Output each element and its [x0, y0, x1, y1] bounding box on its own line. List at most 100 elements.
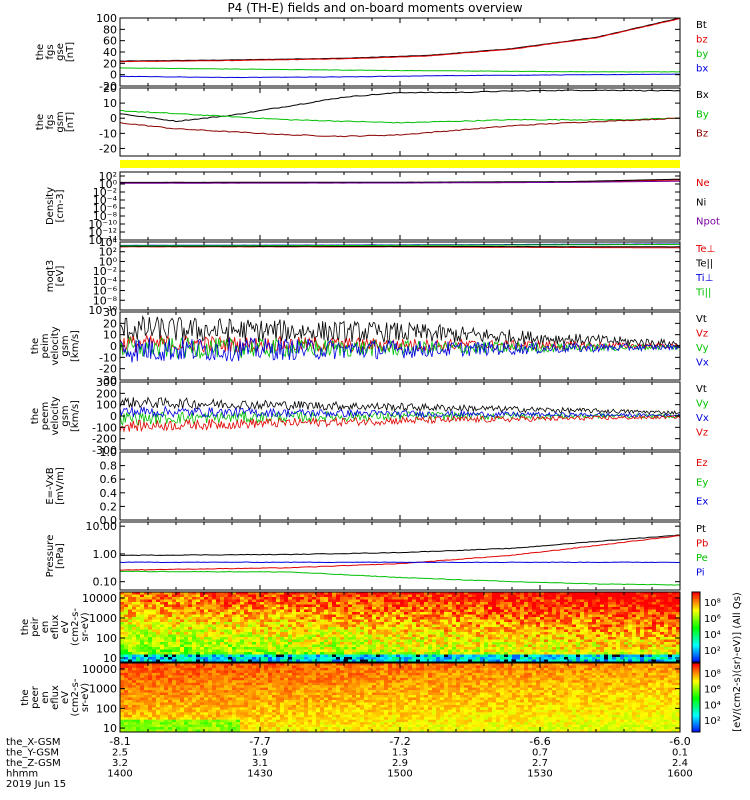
heatmap-cell — [120, 695, 125, 698]
heatmap-cell — [376, 659, 381, 663]
heatmap-cell — [624, 609, 629, 613]
heatmap-cell — [392, 629, 397, 633]
heatmap-cell — [132, 592, 137, 595]
heatmap-cell — [208, 609, 213, 613]
heatmap-cell — [376, 624, 381, 628]
heatmap-cell — [124, 607, 129, 610]
heatmap-cell — [392, 609, 397, 613]
heatmap-cell — [308, 642, 313, 645]
heatmap-cell — [300, 614, 305, 618]
heatmap-cell — [172, 609, 177, 613]
heatmap-cell — [384, 634, 389, 638]
heatmap-cell — [120, 607, 125, 610]
heatmap-cell — [672, 602, 677, 605]
heatmap-cell — [536, 619, 541, 623]
heatmap-cell — [664, 624, 669, 628]
heatmap-cell — [184, 642, 189, 645]
heatmap-cell — [468, 612, 473, 615]
heatmap-cell — [192, 647, 197, 650]
heatmap-cell — [400, 659, 405, 663]
heatmap-cell — [488, 604, 493, 608]
heatmap-cell — [556, 632, 561, 635]
heatmap-cell — [172, 682, 177, 686]
heatmap-cell — [652, 654, 657, 658]
heatmap-cell — [408, 654, 413, 658]
heatmap-cell — [128, 612, 133, 615]
heatmap-cell — [320, 619, 325, 623]
heatmap-cell — [316, 637, 321, 640]
heatmap-cell — [548, 659, 553, 663]
heatmap-cell — [556, 634, 561, 638]
heatmap-cell — [656, 657, 661, 660]
heatmap-cell — [528, 604, 533, 608]
heatmap-cell — [420, 599, 425, 603]
heatmap-cell — [584, 639, 589, 643]
heatmap-cell — [652, 627, 657, 630]
heatmap-cell — [148, 697, 153, 701]
heatmap-cell — [136, 644, 141, 648]
heatmap-cell — [364, 632, 369, 635]
heatmap-cell — [636, 622, 641, 625]
heatmap-cell — [124, 704, 129, 708]
heatmap-cell — [132, 663, 137, 666]
heatmap-cell — [388, 612, 393, 615]
heatmap-cell — [576, 634, 581, 638]
heatmap-cell — [224, 597, 229, 600]
heatmap-cell — [180, 617, 185, 620]
heatmap-cell — [156, 719, 161, 723]
heatmap-cell — [188, 647, 193, 650]
heatmap-cell — [248, 657, 253, 660]
heatmap-cell — [132, 707, 137, 711]
heatmap-cell — [156, 602, 161, 605]
heatmap-cell — [344, 639, 349, 643]
heatmap-cell — [536, 659, 541, 663]
heatmap-cell — [440, 594, 445, 598]
heatmap-cell — [156, 717, 161, 720]
heatmap-cell — [584, 629, 589, 633]
heatmap-cell — [228, 619, 233, 623]
heatmap-cell — [272, 624, 277, 628]
heatmap-cell — [140, 602, 145, 605]
heatmap-cell — [424, 619, 429, 623]
heatmap-cell — [488, 642, 493, 645]
heatmap-cell — [316, 644, 321, 648]
heatmap-cell — [372, 637, 377, 640]
heatmap-cell — [468, 647, 473, 650]
heatmap-cell — [252, 607, 257, 610]
heatmap-cell — [204, 602, 209, 605]
heatmap-cell — [128, 657, 133, 660]
heatmap-cell — [592, 637, 597, 640]
legend-label-Ti⊥: Ti⊥ — [695, 273, 713, 284]
heatmap-cell — [124, 675, 129, 679]
heatmap-cell — [436, 609, 441, 613]
heatmap-cell — [160, 704, 165, 708]
heatmap-cell — [596, 594, 601, 598]
heatmap-cell — [540, 612, 545, 615]
heatmap-cell — [124, 685, 129, 688]
y-tick-label: 10 — [103, 329, 117, 342]
heatmap-cell — [428, 652, 433, 655]
heatmap-cell — [372, 609, 377, 613]
heatmap-cell — [356, 617, 361, 620]
heatmap-cell — [152, 597, 157, 600]
heatmap-cell — [404, 597, 409, 600]
heatmap-cell — [388, 632, 393, 635]
y-tick-label: 10² — [99, 170, 117, 183]
heatmap-cell — [148, 709, 153, 713]
heatmap-cell — [180, 632, 185, 635]
heatmap-cell — [236, 612, 241, 615]
heatmap-cell — [304, 602, 309, 605]
heatmap-cell — [588, 657, 593, 660]
heatmap-cell — [560, 624, 565, 628]
heatmap-cell — [172, 619, 177, 623]
heatmap-cell — [416, 619, 421, 623]
heatmap-cell — [508, 639, 513, 643]
heatmap-cell — [236, 617, 241, 620]
heatmap-cell — [508, 657, 513, 660]
heatmap-cell — [432, 592, 437, 595]
heatmap-cell — [636, 594, 641, 598]
heatmap-cell — [364, 627, 369, 630]
heatmap-cell — [524, 607, 529, 610]
heatmap-cell — [188, 637, 193, 640]
heatmap-cell — [448, 657, 453, 660]
